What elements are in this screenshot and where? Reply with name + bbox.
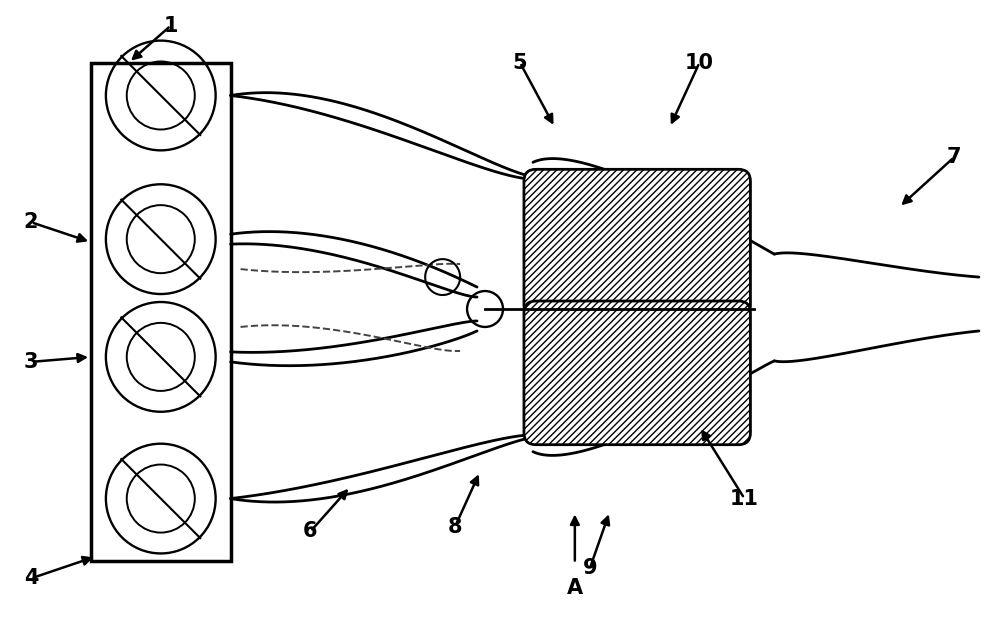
Bar	[91, 62, 231, 561]
Text: 1: 1	[163, 15, 178, 36]
Text: 10: 10	[685, 52, 714, 73]
Text: 2: 2	[24, 212, 38, 232]
Text: 5: 5	[513, 52, 527, 73]
Text: A: A	[567, 578, 583, 598]
Text: 4: 4	[24, 568, 38, 589]
FancyBboxPatch shape	[524, 169, 750, 317]
Text: 6: 6	[303, 521, 318, 542]
Text: 9: 9	[582, 558, 597, 578]
Text: 7: 7	[947, 147, 961, 167]
Text: 8: 8	[448, 516, 462, 537]
Text: 11: 11	[730, 489, 759, 508]
Text: 3: 3	[24, 352, 38, 372]
FancyBboxPatch shape	[524, 301, 750, 445]
